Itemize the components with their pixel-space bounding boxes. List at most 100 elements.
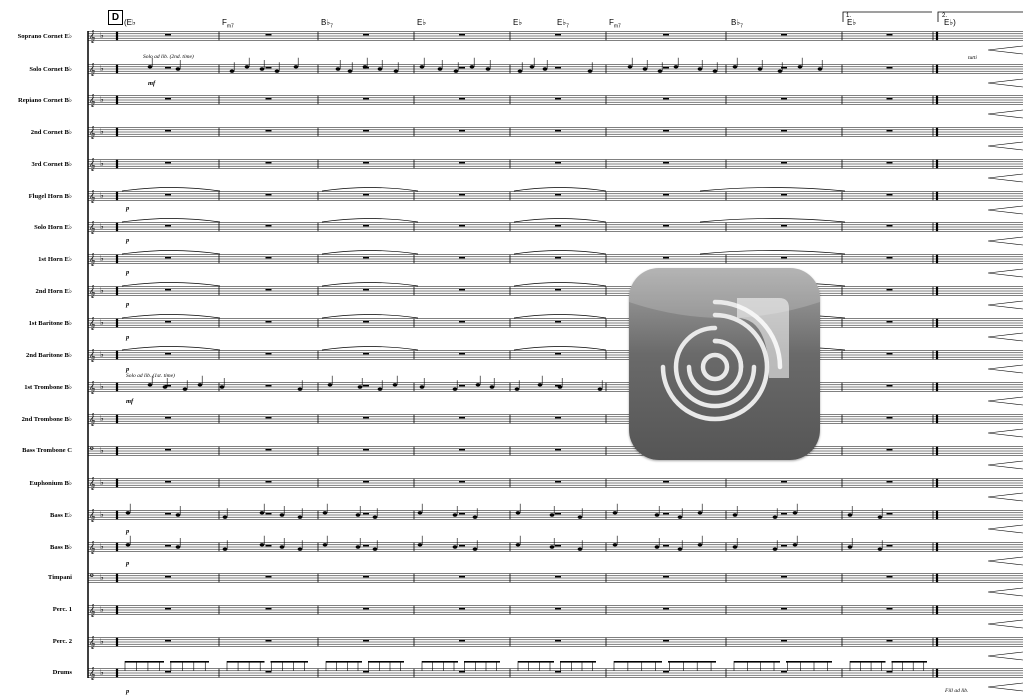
rest [363, 544, 369, 547]
crescendo-hairpin [987, 78, 1023, 88]
clef: 𝄞 [89, 604, 96, 617]
note [417, 511, 423, 515]
instrument-label: Solo Cornet B♭ [29, 66, 72, 73]
beam [368, 661, 404, 663]
beam [518, 661, 554, 663]
rest [459, 448, 465, 451]
note [777, 69, 783, 73]
key-signature: ♭ [100, 286, 104, 295]
rest [363, 320, 369, 323]
instrument-label: Soprano Cornet E♭ [17, 33, 72, 40]
rest [363, 639, 369, 642]
rest [265, 575, 272, 578]
beam [668, 661, 716, 663]
rest [363, 512, 369, 515]
crescendo-hairpin [987, 45, 1023, 55]
rest [555, 544, 561, 547]
note [362, 65, 368, 69]
rest [459, 670, 465, 673]
clef: 𝄞 [89, 317, 96, 330]
note [577, 547, 583, 551]
rest [886, 639, 893, 642]
clef: 𝄞 [89, 285, 96, 298]
key-signature: ♭ [100, 350, 104, 359]
beam [560, 661, 596, 663]
beam [170, 661, 209, 663]
rest [781, 480, 787, 483]
note [259, 543, 265, 547]
tie [121, 250, 221, 255]
tie [121, 282, 221, 287]
rest [265, 97, 272, 100]
rest [459, 544, 465, 547]
instrument-label: Drums [52, 669, 72, 676]
note [244, 65, 250, 69]
note [147, 383, 153, 387]
rest [265, 639, 272, 642]
rest [886, 224, 893, 227]
key-signature: ♭ [100, 510, 104, 519]
tie [321, 250, 419, 255]
rest [459, 416, 465, 419]
rest [886, 193, 893, 196]
rest [165, 544, 171, 547]
rest [459, 288, 465, 291]
rest [663, 256, 669, 259]
rest [165, 320, 171, 323]
rest [663, 33, 669, 36]
rest [663, 97, 669, 100]
rest [781, 66, 787, 69]
rest [165, 66, 171, 69]
key-signature: ♭ [100, 127, 104, 136]
note [732, 65, 738, 69]
rest [363, 161, 369, 164]
note [162, 385, 168, 389]
recording-app-icon[interactable] [629, 268, 820, 460]
note [772, 547, 778, 551]
note [182, 387, 188, 391]
rest [363, 33, 369, 36]
crescendo-hairpin [987, 205, 1023, 215]
instrument-label: Solo Horn E♭ [34, 224, 72, 231]
rest [459, 320, 465, 323]
key-signature: ♭ [100, 414, 104, 423]
note [673, 65, 679, 69]
rest [663, 575, 669, 578]
rest [165, 416, 171, 419]
tie [699, 187, 846, 192]
crescendo-hairpin [987, 428, 1023, 438]
rest [459, 352, 465, 355]
key-signature: ♭ [100, 446, 104, 455]
note [529, 65, 535, 69]
rest [886, 416, 893, 419]
note [452, 545, 458, 549]
crescendo-hairpin [987, 651, 1023, 661]
rest [363, 575, 369, 578]
dynamic-mf: mf [148, 80, 156, 87]
beam [734, 661, 780, 663]
crescendo-hairpin [987, 556, 1023, 566]
beam [125, 661, 164, 663]
crescendo-hairpin [987, 141, 1023, 151]
rest [781, 512, 787, 515]
note [642, 67, 648, 71]
instrument-label: 2nd Baritone B♭ [26, 352, 72, 359]
rest [886, 320, 893, 323]
rest [781, 97, 787, 100]
note [557, 385, 563, 389]
tie [513, 218, 607, 223]
clef: 𝄞 [89, 221, 96, 234]
clef: ° [89, 445, 95, 458]
note [517, 69, 523, 73]
crescendo-hairpin [987, 587, 1023, 597]
clef: 𝄞 [89, 667, 96, 680]
rest [781, 639, 787, 642]
rest [459, 607, 465, 610]
clef: 𝄞 [89, 94, 96, 107]
beam [614, 661, 662, 663]
note [357, 385, 363, 389]
rest [781, 224, 787, 227]
rest [363, 416, 369, 419]
dynamic-p: p [126, 560, 130, 567]
rest [663, 670, 669, 673]
